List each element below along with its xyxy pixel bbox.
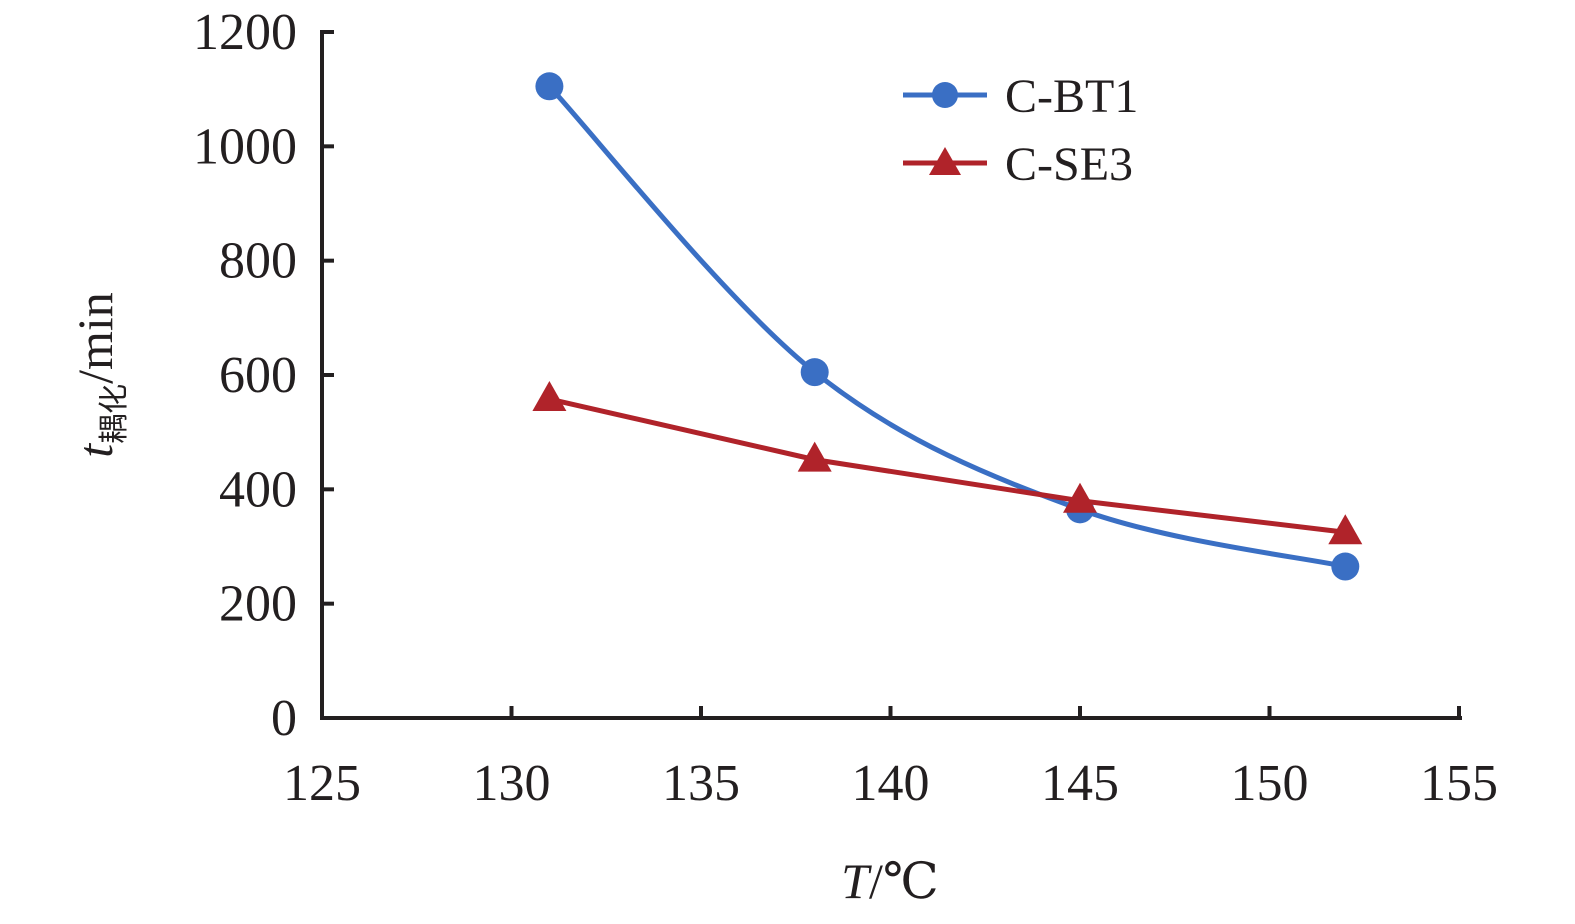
y-tick-label-4: 800 [219,233,297,290]
legend-label-c-se3: C-SE3 [1005,138,1133,191]
y-axis-title-sub: 耦化 [98,384,131,444]
x-tick-label-4: 145 [1041,755,1119,812]
x-axis: 125 130 135 140 145 150 155 [283,706,1498,812]
point-c-se3-1 [797,441,832,472]
x-tick-label-3: 140 [852,755,930,812]
x-tick-label-0: 125 [283,755,361,812]
x-tick-label-6: 155 [1420,755,1498,812]
x-tick-marks [320,706,1461,718]
point-c-bt1-1 [800,358,829,387]
legend-marker-c-se3 [929,147,961,175]
point-c-bt1-3 [1331,552,1360,581]
x-tick-labels: 125 130 135 140 145 150 155 [283,755,1498,812]
x-tick-label-1: 130 [473,755,551,812]
series-line-c-bt1 [547,84,1346,569]
y-tick-label-2: 400 [219,461,297,518]
y-axis-title-var: t [67,443,123,458]
point-c-se3-0 [532,381,567,412]
legend: C-BT1 C-SE3 [903,70,1138,191]
y-axis-title: t耦化/min [67,292,131,458]
plot-area [532,72,1363,581]
legend-marker-c-bt1 [932,82,958,108]
y-tick-label-1: 200 [219,576,297,633]
legend-label-c-bt1: C-BT1 [1005,70,1138,123]
x-axis-title-var: T [841,853,872,909]
series-line-c-se3 [548,396,1346,535]
x-axis-title: T/℃ [841,853,939,909]
y-tick-label-3: 600 [219,347,297,404]
x-axis-title-unit: /℃ [869,853,939,909]
y-axis-title-unit: /min [67,292,123,384]
x-tick-label-5: 150 [1231,755,1309,812]
y-tick-labels: 0 200 400 600 800 1000 1200 [193,4,297,747]
point-c-se3-3 [1328,514,1363,545]
y-tick-label-0: 0 [271,690,297,747]
point-c-bt1-0 [535,72,564,101]
x-tick-label-2: 135 [662,755,740,812]
y-axis: 0 200 400 600 800 1000 1200 [193,4,334,747]
point-c-se3-2 [1063,482,1097,513]
y-tick-label-5: 1000 [193,118,297,175]
y-tick-label-6: 1200 [193,4,297,61]
